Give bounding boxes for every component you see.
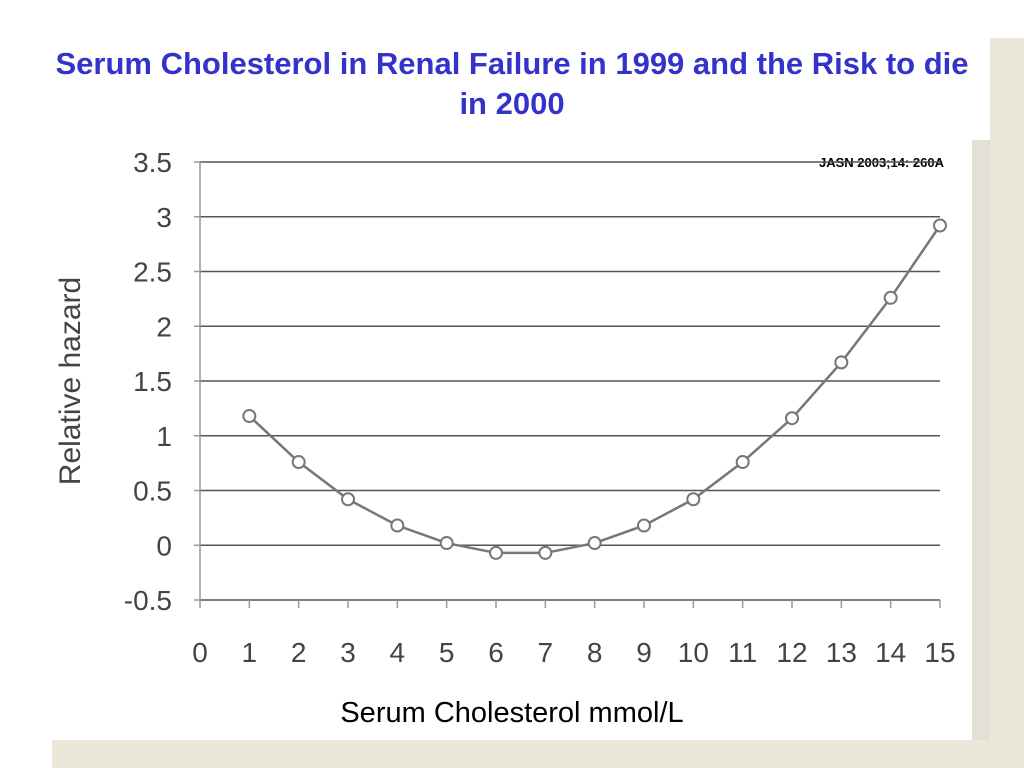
y-axis-label: Relative hazard [54, 277, 87, 485]
data-point [291, 455, 306, 470]
x-tick-label: 1 [242, 637, 258, 668]
x-tick-label: 15 [924, 637, 955, 668]
y-tick-label: 1.5 [133, 366, 172, 397]
data-point [933, 218, 947, 233]
data-point [686, 492, 701, 507]
y-tick-label: 3 [156, 202, 172, 233]
data-point [439, 536, 454, 551]
x-tick-label: 12 [776, 637, 807, 668]
slide-title: Serum Cholesterol in Renal Failure in 19… [55, 46, 969, 121]
y-tick-label: 0 [156, 530, 172, 561]
slide-decor-inner [972, 140, 990, 740]
x-tick-label: 10 [678, 637, 709, 668]
x-tick-label: 2 [291, 637, 307, 668]
data-point [735, 455, 750, 470]
x-tick-label: 8 [587, 637, 603, 668]
data-point [489, 545, 503, 560]
data-point [242, 409, 257, 424]
y-tick-label: 1 [156, 421, 172, 452]
x-tick-label: 6 [488, 637, 504, 668]
y-tick-label: 3.5 [133, 147, 172, 178]
data-point [637, 518, 651, 533]
data-point [834, 355, 849, 370]
x-tick-label: 5 [439, 637, 455, 668]
x-tick-label: 0 [192, 637, 208, 668]
data-point [587, 536, 602, 551]
x-tick-label: 7 [538, 637, 554, 668]
slide-decor-bottom [52, 740, 1024, 768]
data-point [785, 411, 799, 426]
y-tick-label: -0.5 [124, 585, 172, 616]
x-tick-label: 14 [875, 637, 906, 668]
data-point [883, 290, 898, 305]
x-tick-label: 13 [826, 637, 857, 668]
x-tick-label: 11 [728, 637, 757, 668]
x-tick-label: 4 [390, 637, 406, 668]
x-axis-label: Serum Cholesterol mmol/L [340, 697, 683, 729]
data-point [341, 492, 355, 507]
y-tick-label: 2 [156, 311, 172, 342]
y-tick-label: 0.5 [133, 476, 172, 507]
data-point [538, 545, 553, 560]
x-tick-label: 9 [636, 637, 652, 668]
slide-decor-right [990, 38, 1024, 768]
y-tick-label: 2.5 [133, 257, 172, 288]
data-point [390, 518, 405, 533]
x-tick-label: 3 [340, 637, 356, 668]
